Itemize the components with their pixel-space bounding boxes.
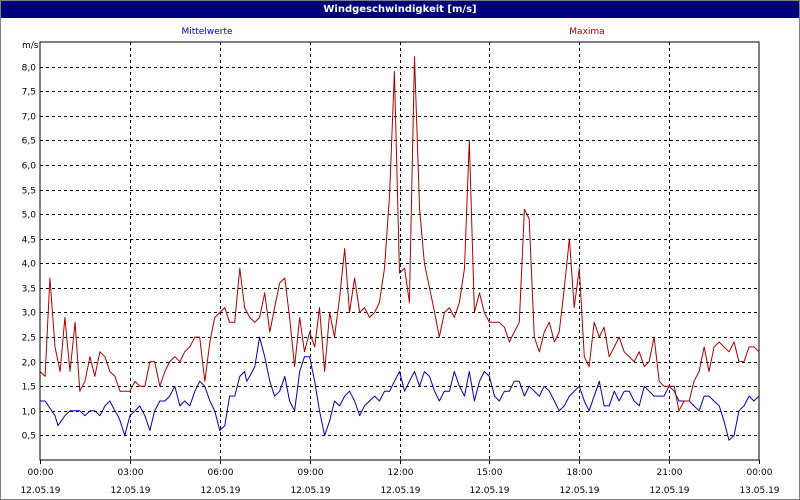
y-tick-label: 2,0	[22, 359, 37, 369]
y-tick-label: 1,5	[22, 383, 36, 393]
x-tick-date: 13.05.19	[739, 486, 779, 496]
x-tick-time: 00:00	[747, 468, 773, 478]
legend-maxima: Maxima	[569, 27, 604, 37]
legend-mittelwerte: Mittelwerte	[181, 27, 232, 37]
y-tick-label: 3,0	[22, 309, 37, 319]
x-tick-date: 12.05.19	[200, 486, 240, 496]
x-tick-date: 12.05.19	[20, 486, 60, 496]
y-tick-label: 7,0	[22, 113, 37, 123]
x-tick-time: 15:00	[477, 468, 503, 478]
axes: 0,5 1,0 1,5 2,0 2,5 3,0 3,5 4,0 4,5 5,0 5,5 6,0 6,5 7…	[20, 64, 779, 497]
y-tick-label: 7,5	[22, 88, 36, 98]
x-tick-time: 09:00	[298, 468, 324, 478]
x-tick-date: 12.05.19	[110, 486, 150, 496]
x-tick-date: 12.05.19	[290, 486, 330, 496]
series	[39, 56, 760, 441]
series-line-maxima	[39, 56, 760, 412]
y-tick-label: 0,5	[22, 432, 36, 442]
x-tick-date: 12.05.19	[469, 486, 509, 496]
series-line-mittelwerte	[40, 336, 760, 441]
y-tick-label: 1,0	[22, 408, 37, 418]
y-tick-label: 2,5	[22, 334, 36, 344]
y-tick-label: 4,0	[22, 260, 37, 270]
window-title: Windgeschwindigkeit [m/s]	[1, 1, 799, 18]
y-tick-label: 6,5	[22, 137, 36, 147]
x-tick-date: 12.05.19	[649, 486, 689, 496]
y-tick-label: 6,0	[22, 162, 37, 172]
plot-frame	[39, 41, 760, 461]
y-tick-label: 5,0	[22, 211, 37, 221]
x-tick-time: 03:00	[118, 468, 144, 478]
x-tick-date: 12.05.19	[559, 486, 599, 496]
y-tick-label: 4,5	[22, 236, 36, 246]
y-tick-label: 8,0	[22, 64, 37, 74]
y-axis-unit-label: m/s	[22, 41, 39, 51]
x-tick-time: 12:00	[388, 468, 414, 478]
plot-background	[40, 42, 759, 460]
x-tick-time: 00:00	[28, 468, 54, 478]
x-tick-time: 21:00	[657, 468, 683, 478]
y-tick-label: 3,5	[22, 285, 36, 295]
x-tick-time: 06:00	[208, 468, 234, 478]
x-tick-time: 18:00	[567, 468, 593, 478]
y-tick-label: 5,5	[22, 187, 36, 197]
x-tick-date: 12.05.19	[380, 486, 420, 496]
